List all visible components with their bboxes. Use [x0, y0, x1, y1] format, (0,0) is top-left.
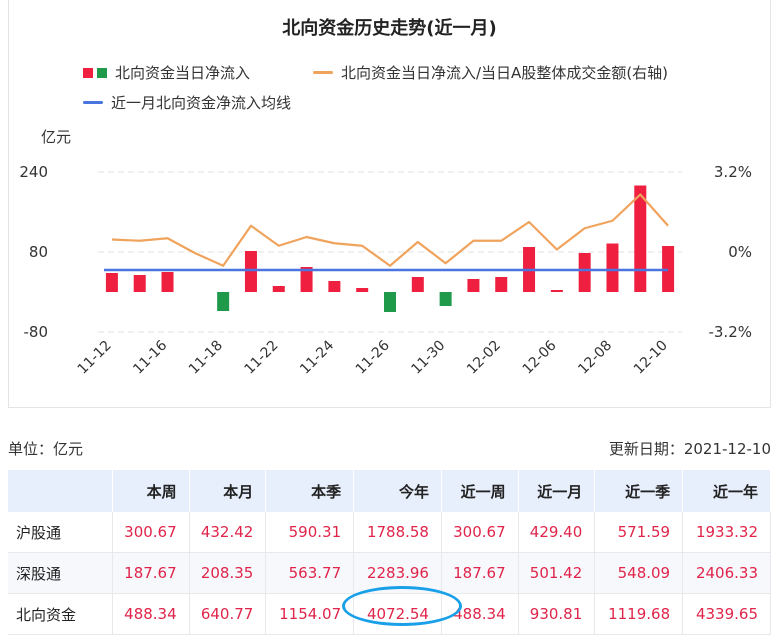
table-cell: 4072.54 — [353, 593, 442, 635]
table-cell: 429.40 — [518, 512, 596, 553]
x-tick-label: 11-18 — [186, 338, 226, 378]
header-cell: 近一季 — [594, 470, 684, 512]
table-cell: 1119.68 — [594, 593, 684, 635]
bar — [105, 273, 118, 292]
bar — [578, 253, 591, 292]
bar — [606, 243, 619, 292]
header-cell-empty — [8, 470, 113, 512]
header-cell: 今年 — [353, 470, 442, 512]
x-tick-label: 11-12 — [75, 338, 115, 378]
legend-red-swatch-icon — [83, 67, 93, 78]
table-cell: 590.31 — [265, 512, 355, 553]
y2-tick-label: 0% — [728, 243, 752, 261]
table-cell: 208.35 — [189, 552, 267, 594]
header-cell: 本周 — [112, 470, 190, 512]
bar — [550, 290, 563, 292]
ratio-line — [111, 193, 669, 267]
bar — [356, 288, 369, 292]
table-cell: 1154.07 — [265, 593, 355, 635]
bar — [244, 251, 257, 292]
table-cell: 1933.32 — [682, 512, 771, 553]
table-cell: 640.77 — [189, 593, 267, 635]
legend-ratio-line-label: 北向资金当日净流入/当日A股整体成交金额(右轴) — [341, 64, 669, 82]
chart-title: 北向资金历史走势(近一月) — [282, 18, 497, 39]
table-cell: 571.59 — [594, 512, 684, 553]
header-cell: 近一月 — [518, 470, 596, 512]
x-tick-label: 11-16 — [130, 337, 170, 377]
table-row: 北向资金 488.34 640.77 1154.07 4072.54 488.3… — [8, 593, 771, 635]
x-tick-label: 11-30 — [408, 338, 448, 378]
table-cell: 563.77 — [265, 552, 355, 594]
table-cell: 2406.33 — [682, 552, 771, 594]
bar — [439, 292, 452, 306]
legend-ratio-line[interactable]: 北向资金当日净流入/当日A股整体成交金额(右轴) — [313, 62, 668, 83]
table-cell: 4339.65 — [682, 593, 771, 635]
x-tick-label: 12-06 — [520, 337, 560, 377]
update-date: 更新日期：2021-12-10 — [608, 440, 771, 458]
legend-orange-line-icon — [313, 71, 333, 74]
y-axis-unit: 亿元 — [41, 128, 72, 146]
bar — [467, 279, 480, 292]
bar — [217, 292, 230, 311]
header-cell: 近一年 — [682, 470, 771, 512]
row-label: 沪股通 — [8, 512, 113, 553]
summary-table: 本周 本月 本季 今年 近一周 近一月 近一季 近一年 沪股通 300.67 4… — [8, 470, 771, 635]
table-row: 沪股通 300.67 432.42 590.31 1788.58 300.67 … — [8, 512, 771, 553]
legend-mean-line[interactable]: 近一月北向资金净流入均线 — [83, 92, 291, 113]
bar — [161, 272, 174, 292]
legend-net-inflow[interactable]: 北向资金当日净流入 — [83, 62, 250, 83]
table-cell: 2283.96 — [353, 552, 442, 594]
y-tick-label: 80 — [29, 243, 48, 261]
bar — [272, 286, 285, 292]
x-tick-label: 12-10 — [631, 338, 671, 378]
table-cell: 432.42 — [189, 512, 267, 553]
table-cell: 501.42 — [518, 552, 596, 594]
table-cell: 1788.58 — [353, 512, 442, 553]
header-cell: 本月 — [189, 470, 267, 512]
table-row: 深股通 187.67 208.35 563.77 2283.96 187.67 … — [8, 552, 771, 594]
x-tick-label: 12-02 — [464, 338, 504, 378]
legend-blue-line-icon — [83, 101, 103, 104]
y-tick-label: 240 — [19, 163, 48, 181]
row-label: 深股通 — [8, 552, 113, 594]
legend-net-inflow-label: 北向资金当日净流入 — [115, 64, 251, 82]
bar — [328, 281, 341, 292]
row-label: 北向资金 — [8, 593, 113, 635]
table-cell: 930.81 — [518, 593, 596, 635]
header-cell: 本季 — [265, 470, 355, 512]
table-cell: 488.34 — [112, 593, 190, 635]
table-cell: 187.67 — [441, 552, 519, 594]
chart-plot: 240 80 -80 3.2% 0% -3.2% 11-12 11-16 11-18 11-22 1… — [19, 163, 752, 378]
header-cell: 近一周 — [441, 470, 519, 512]
x-tick-label: 11-22 — [242, 338, 282, 378]
y-tick-label: -80 — [24, 323, 49, 341]
table-cell: 488.34 — [441, 593, 519, 635]
legend-green-swatch-icon — [97, 67, 107, 78]
table-cell: 548.09 — [594, 552, 684, 594]
bar — [384, 292, 396, 312]
unit-label: 单位：亿元 — [8, 440, 84, 458]
x-tick-label: 12-08 — [575, 338, 615, 378]
bar — [495, 277, 508, 292]
y2-tick-label: 3.2% — [714, 163, 752, 181]
table-cell: 300.67 — [441, 512, 519, 553]
x-tick-label: 11-24 — [297, 337, 337, 377]
y2-tick-label: -3.2% — [708, 323, 752, 341]
bar — [300, 267, 313, 292]
bar — [133, 275, 146, 292]
bar — [634, 185, 647, 292]
table-header-row: 本周 本月 本季 今年 近一周 近一月 近一季 近一年 — [8, 470, 771, 512]
table-cell: 300.67 — [112, 512, 190, 553]
bar — [411, 277, 424, 292]
legend-mean-line-label: 近一月北向资金净流入均线 — [111, 94, 292, 112]
table-cell: 187.67 — [112, 552, 190, 594]
x-tick-label: 11-26 — [353, 337, 393, 377]
